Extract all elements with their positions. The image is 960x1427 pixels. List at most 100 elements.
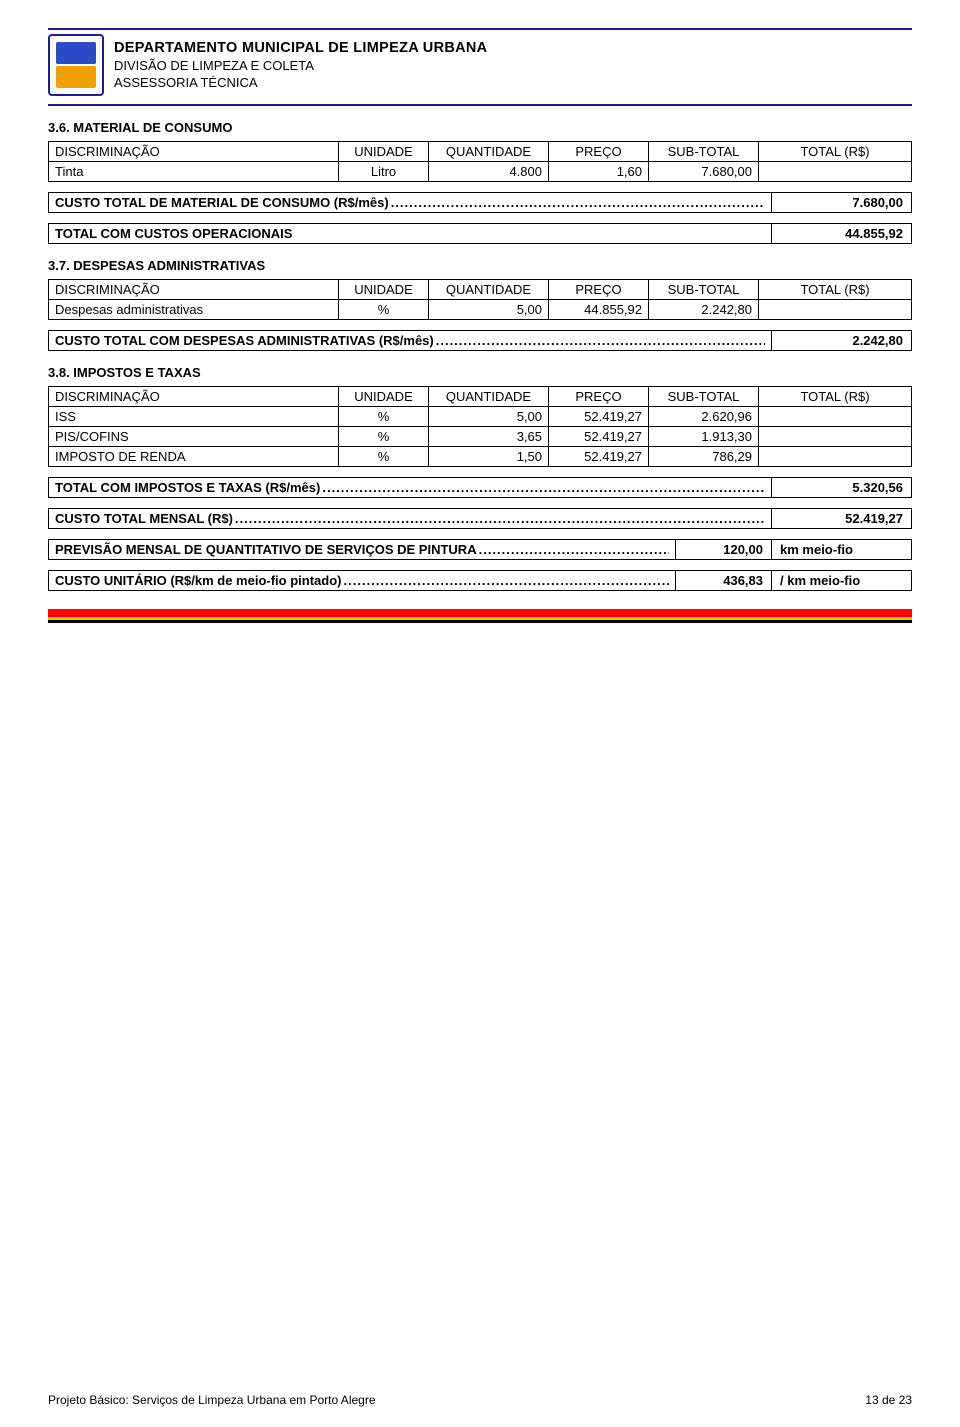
rule-black <box>48 620 912 623</box>
dots: ........................................… <box>235 511 765 526</box>
col-discriminacao: DISCRIMINAÇÃO <box>49 142 339 162</box>
cell-tot <box>759 447 912 467</box>
col-discriminacao: DISCRIMINAÇÃO <box>49 280 339 300</box>
section-37-summary: CUSTO TOTAL COM DESPESAS ADMINISTRATIVAS… <box>48 330 912 351</box>
dots: ........................................… <box>344 573 670 588</box>
table-row: ISS % 5,00 52.419,27 2.620,96 <box>49 407 912 427</box>
dots: ........................................… <box>436 333 765 348</box>
table-header-row: DISCRIMINAÇÃO UNIDADE QUANTIDADE PREÇO S… <box>49 280 912 300</box>
cell-qty: 5,00 <box>429 300 549 320</box>
header-assessoria: ASSESSORIA TÉCNICA <box>114 75 487 91</box>
summary-value: 7.680,00 <box>772 192 912 213</box>
page-footer: Projeto Básico: Serviços de Limpeza Urba… <box>48 1393 912 1407</box>
summary-unit: / km meio-fio <box>772 570 912 591</box>
cell-unit: % <box>339 427 429 447</box>
summary-label: CUSTO UNITÁRIO (R$/km de meio-fio pintad… <box>55 573 342 588</box>
table-row: PIS/COFINS % 3,65 52.419,27 1.913,30 <box>49 427 912 447</box>
section-36-summary: CUSTO TOTAL DE MATERIAL DE CONSUMO (R$/m… <box>48 192 912 213</box>
summary-unit: km meio-fio <box>772 539 912 560</box>
header-department: DEPARTAMENTO MUNICIPAL DE LIMPEZA URBANA <box>114 39 487 57</box>
summary-value: 52.419,27 <box>772 508 912 529</box>
cell-tot <box>759 162 912 182</box>
cell-qty: 1,50 <box>429 447 549 467</box>
section-36-title: 3.6. MATERIAL DE CONSUMO <box>48 120 912 135</box>
cell-tot <box>759 300 912 320</box>
col-quantidade: QUANTIDADE <box>429 280 549 300</box>
section-36-table: DISCRIMINAÇÃO UNIDADE QUANTIDADE PREÇO S… <box>48 141 912 182</box>
rule-red <box>48 609 912 617</box>
summary-label: TOTAL COM CUSTOS OPERACIONAIS <box>55 226 292 241</box>
table-row: IMPOSTO DE RENDA % 1,50 52.419,27 786,29 <box>49 447 912 467</box>
cell-price: 52.419,27 <box>549 427 649 447</box>
table-row: Despesas administrativas % 5,00 44.855,9… <box>49 300 912 320</box>
dots: ........................................… <box>391 195 765 210</box>
dots: ........................................… <box>322 480 765 495</box>
summary-label: TOTAL COM IMPOSTOS E TAXAS (R$/mês) <box>55 480 320 495</box>
summary-label: CUSTO TOTAL DE MATERIAL DE CONSUMO (R$/m… <box>55 195 389 210</box>
col-quantidade: QUANTIDADE <box>429 142 549 162</box>
cell-qty: 3,65 <box>429 427 549 447</box>
table-header-row: DISCRIMINAÇÃO UNIDADE QUANTIDADE PREÇO S… <box>49 387 912 407</box>
col-total: TOTAL (R$) <box>759 142 912 162</box>
total-operacionais: TOTAL COM CUSTOS OPERACIONAIS 44.855,92 <box>48 223 912 244</box>
col-discriminacao: DISCRIMINAÇÃO <box>49 387 339 407</box>
cell-qty: 5,00 <box>429 407 549 427</box>
col-preco: PREÇO <box>549 387 649 407</box>
cell-unit: % <box>339 447 429 467</box>
cell-tot <box>759 407 912 427</box>
table-header-row: DISCRIMINAÇÃO UNIDADE QUANTIDADE PREÇO S… <box>49 142 912 162</box>
col-unidade: UNIDADE <box>339 387 429 407</box>
cell-price: 52.419,27 <box>549 407 649 427</box>
summary-value: 2.242,80 <box>772 330 912 351</box>
table-row: Tinta Litro 4.800 1,60 7.680,00 <box>49 162 912 182</box>
cell-unit: % <box>339 407 429 427</box>
decorative-rules <box>48 609 912 623</box>
header-divider <box>48 104 912 106</box>
cell-unit: Litro <box>339 162 429 182</box>
col-preco: PREÇO <box>549 142 649 162</box>
summary-value: 5.320,56 <box>772 477 912 498</box>
cell-disc: PIS/COFINS <box>49 427 339 447</box>
custo-unitario: CUSTO UNITÁRIO (R$/km de meio-fio pintad… <box>48 570 912 591</box>
summary-label: PREVISÃO MENSAL DE QUANTITATIVO DE SERVI… <box>55 542 477 557</box>
header-division: DIVISÃO DE LIMPEZA E COLETA <box>114 58 487 74</box>
cell-sub: 7.680,00 <box>649 162 759 182</box>
cell-disc: ISS <box>49 407 339 427</box>
page-header: DEPARTAMENTO MUNICIPAL DE LIMPEZA URBANA… <box>48 28 912 96</box>
summary-value: 120,00 <box>676 539 772 560</box>
cell-disc: Tinta <box>49 162 339 182</box>
summary-label: CUSTO TOTAL MENSAL (R$) <box>55 511 233 526</box>
col-unidade: UNIDADE <box>339 142 429 162</box>
col-subtotal: SUB-TOTAL <box>649 280 759 300</box>
custo-total-mensal: CUSTO TOTAL MENSAL (R$) ................… <box>48 508 912 529</box>
cell-price: 1,60 <box>549 162 649 182</box>
col-total: TOTAL (R$) <box>759 280 912 300</box>
section-38-table: DISCRIMINAÇÃO UNIDADE QUANTIDADE PREÇO S… <box>48 386 912 467</box>
section-38-title: 3.8. IMPOSTOS E TAXAS <box>48 365 912 380</box>
cell-qty: 4.800 <box>429 162 549 182</box>
cell-tot <box>759 427 912 447</box>
summary-value: 436,83 <box>676 570 772 591</box>
section-38-summary: TOTAL COM IMPOSTOS E TAXAS (R$/mês) ....… <box>48 477 912 498</box>
col-quantidade: QUANTIDADE <box>429 387 549 407</box>
section-37-table: DISCRIMINAÇÃO UNIDADE QUANTIDADE PREÇO S… <box>48 279 912 320</box>
col-total: TOTAL (R$) <box>759 387 912 407</box>
previsao-mensal: PREVISÃO MENSAL DE QUANTITATIVO DE SERVI… <box>48 539 912 560</box>
col-preco: PREÇO <box>549 280 649 300</box>
cell-sub: 2.242,80 <box>649 300 759 320</box>
summary-value: 44.855,92 <box>772 223 912 244</box>
col-subtotal: SUB-TOTAL <box>649 142 759 162</box>
cell-disc: Despesas administrativas <box>49 300 339 320</box>
cell-price: 52.419,27 <box>549 447 649 467</box>
cell-price: 44.855,92 <box>549 300 649 320</box>
summary-label: CUSTO TOTAL COM DESPESAS ADMINISTRATIVAS… <box>55 333 434 348</box>
logo <box>48 34 104 96</box>
cell-sub: 2.620,96 <box>649 407 759 427</box>
col-subtotal: SUB-TOTAL <box>649 387 759 407</box>
dots: ........................................… <box>479 542 669 557</box>
section-37-title: 3.7. DESPESAS ADMINISTRATIVAS <box>48 258 912 273</box>
footer-project: Projeto Básico: Serviços de Limpeza Urba… <box>48 1393 376 1407</box>
cell-sub: 1.913,30 <box>649 427 759 447</box>
footer-page: 13 de 23 <box>865 1393 912 1407</box>
col-unidade: UNIDADE <box>339 280 429 300</box>
